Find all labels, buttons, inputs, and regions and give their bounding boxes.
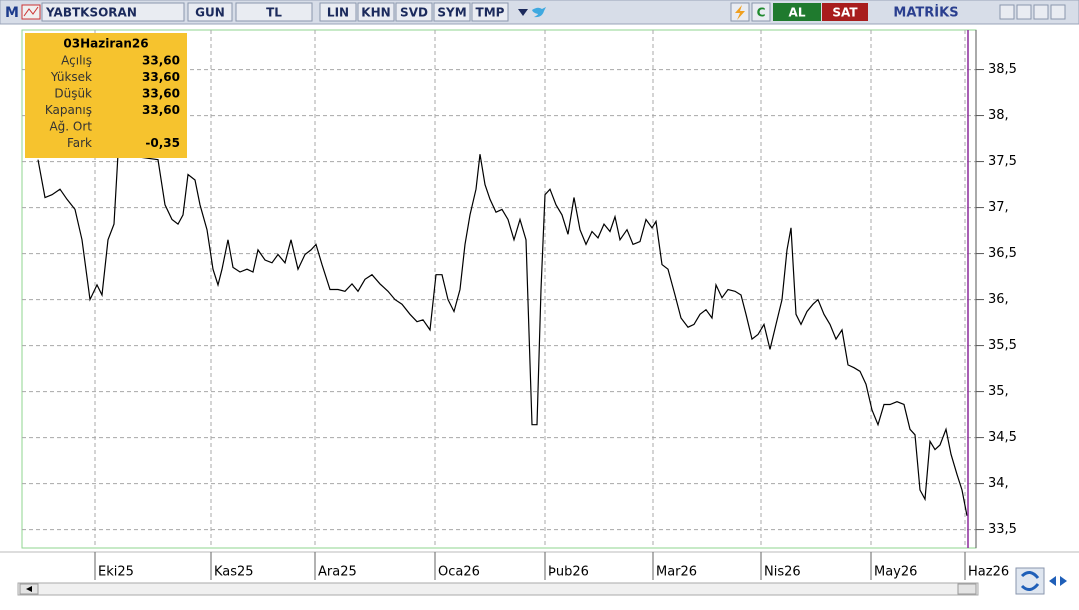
info-label: Düşük <box>54 87 92 101</box>
y-tick-label: 36,5 <box>988 246 1017 261</box>
info-label: Yüksek <box>50 70 92 84</box>
chart-icon-line <box>23 6 39 17</box>
toolbar-button-label: SVD <box>400 6 428 20</box>
info-value: 33,60 <box>142 103 180 117</box>
y-tick-label: 36, <box>988 292 1009 307</box>
maximize-button[interactable] <box>1033 4 1049 20</box>
x-tick-label: Kas25 <box>214 565 254 580</box>
sell-button[interactable] <box>822 3 868 21</box>
symbol-button[interactable] <box>41 2 185 22</box>
x-tick-label: Ara25 <box>318 565 357 580</box>
x-tick-label: Mar26 <box>656 565 697 580</box>
y-tick-label: 38,5 <box>988 62 1017 77</box>
lightning-icon <box>735 5 745 20</box>
period-button[interactable] <box>187 2 233 22</box>
toolbar-button[interactable] <box>471 2 509 22</box>
sell: SAT <box>832 6 858 20</box>
scroll-left-arrow <box>26 586 32 592</box>
refresh-icon <box>1020 571 1040 591</box>
info-label: Fark <box>67 136 92 150</box>
x-tick-label: Þub26 <box>548 565 589 580</box>
toolbar-button-label: TMP <box>476 6 505 20</box>
symbol: YABTKSORAN <box>45 6 137 20</box>
x-tick-label: Oca26 <box>438 565 480 580</box>
dropdown-arrow[interactable] <box>518 9 528 16</box>
info-box <box>25 33 187 158</box>
minimize-button[interactable] <box>999 4 1015 20</box>
close-button[interactable] <box>1050 4 1066 20</box>
info-label: Kapanış <box>45 103 92 117</box>
toolbar-button-label: SYM <box>437 6 466 20</box>
info-date: 03Haziran26 <box>63 37 148 51</box>
toolbar-button[interactable] <box>319 2 357 22</box>
x-tick-label: Nis26 <box>764 565 801 580</box>
period: GUN <box>195 6 225 20</box>
toolbar-button[interactable] <box>433 2 471 22</box>
scrollbar[interactable] <box>17 582 979 596</box>
x-tick-label: Haz26 <box>968 565 1009 580</box>
currency-button[interactable] <box>235 2 313 22</box>
twitter-icon[interactable] <box>532 7 546 18</box>
x-tick-label: May26 <box>874 565 917 580</box>
toolbar-button[interactable] <box>395 2 433 22</box>
y-tick-label: 37,5 <box>988 154 1017 169</box>
y-tick-label: 35,5 <box>988 338 1017 353</box>
logo: M <box>5 5 19 21</box>
y-tick-label: 35, <box>988 384 1009 399</box>
currency: TL <box>266 6 282 20</box>
toolbar-button[interactable] <box>357 2 395 22</box>
info-value: 33,60 <box>142 54 180 68</box>
y-tick-label: 37, <box>988 200 1009 215</box>
info-label: Ağ. Ort <box>49 120 92 134</box>
scroll-right[interactable] <box>957 583 977 595</box>
y-tick-label: 34, <box>988 476 1009 491</box>
buy-button[interactable] <box>773 3 821 21</box>
pan-arrows[interactable] <box>1049 576 1067 586</box>
y-tick-label: 34,5 <box>988 430 1017 445</box>
buy: AL <box>789 6 806 20</box>
y-tick-label: 33,5 <box>988 522 1017 537</box>
brand: MATRİKS <box>893 5 958 21</box>
refresh: C <box>757 6 766 20</box>
info-value: -0,35 <box>145 136 180 150</box>
restore-button[interactable] <box>1016 4 1032 20</box>
toolbar-button-label: LIN <box>327 6 349 20</box>
y-tick-label: 38, <box>988 108 1009 123</box>
price-line <box>37 153 968 516</box>
refresh-button[interactable] <box>751 2 771 22</box>
x-tick-label: Eki25 <box>98 565 134 580</box>
info-value: 33,60 <box>142 87 180 101</box>
info-value: 33,60 <box>142 70 180 84</box>
toolbar-button-label: KHN <box>361 6 390 20</box>
info-label: Açılış <box>61 54 92 68</box>
